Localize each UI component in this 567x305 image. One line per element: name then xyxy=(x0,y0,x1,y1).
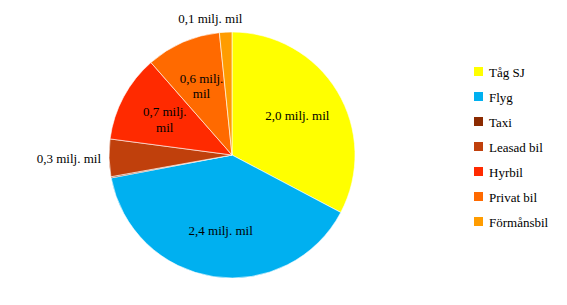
data-label: 0,3 milj. mil xyxy=(37,151,102,166)
legend-item: Tåg SJ xyxy=(474,65,525,80)
legend-item: Leasad bil xyxy=(474,140,543,155)
legend-label: Tåg SJ xyxy=(489,65,525,80)
data-label: 0,7 milj.mil xyxy=(143,104,187,135)
legend-swatch xyxy=(474,167,483,176)
legend-label: Leasad bil xyxy=(489,140,543,155)
legend-swatch xyxy=(474,92,483,101)
data-label: 2,4 milj. mil xyxy=(189,223,254,238)
legend-swatch xyxy=(474,217,483,226)
legend-item: Flyg xyxy=(474,90,513,105)
pie-slice xyxy=(151,33,232,155)
legend-swatch xyxy=(474,67,483,76)
legend-swatch xyxy=(474,142,483,151)
legend: Tåg SJ Flyg Taxi Leasad bil Hyrbil Privat bil… xyxy=(474,65,549,230)
chart: 2,0 milj. mil 2,4 milj. mil 0,3 milj. mil 0… xyxy=(0,0,567,305)
legend-item: Förmånsbil xyxy=(474,215,549,230)
legend-swatch xyxy=(474,192,483,201)
data-labels: 2,0 milj. mil 2,4 milj. mil 0,3 milj. mil 0… xyxy=(37,11,330,238)
legend-item: Taxi xyxy=(474,115,512,130)
legend-label: Flyg xyxy=(489,90,513,105)
legend-swatch xyxy=(474,117,483,126)
data-label: 0,6 milj.mil xyxy=(180,71,224,102)
legend-item: Privat bil xyxy=(474,190,537,205)
pie xyxy=(109,32,355,278)
data-label: 2,0 milj. mil xyxy=(265,108,330,123)
legend-label: Förmånsbil xyxy=(489,215,549,230)
legend-label: Taxi xyxy=(489,115,512,130)
legend-label: Hyrbil xyxy=(489,165,523,180)
legend-label: Privat bil xyxy=(489,190,537,205)
pie-slice xyxy=(219,32,232,155)
data-label: 0,1 milj. mil xyxy=(178,11,243,26)
legend-item: Hyrbil xyxy=(474,165,523,180)
pie-slice xyxy=(111,155,341,278)
